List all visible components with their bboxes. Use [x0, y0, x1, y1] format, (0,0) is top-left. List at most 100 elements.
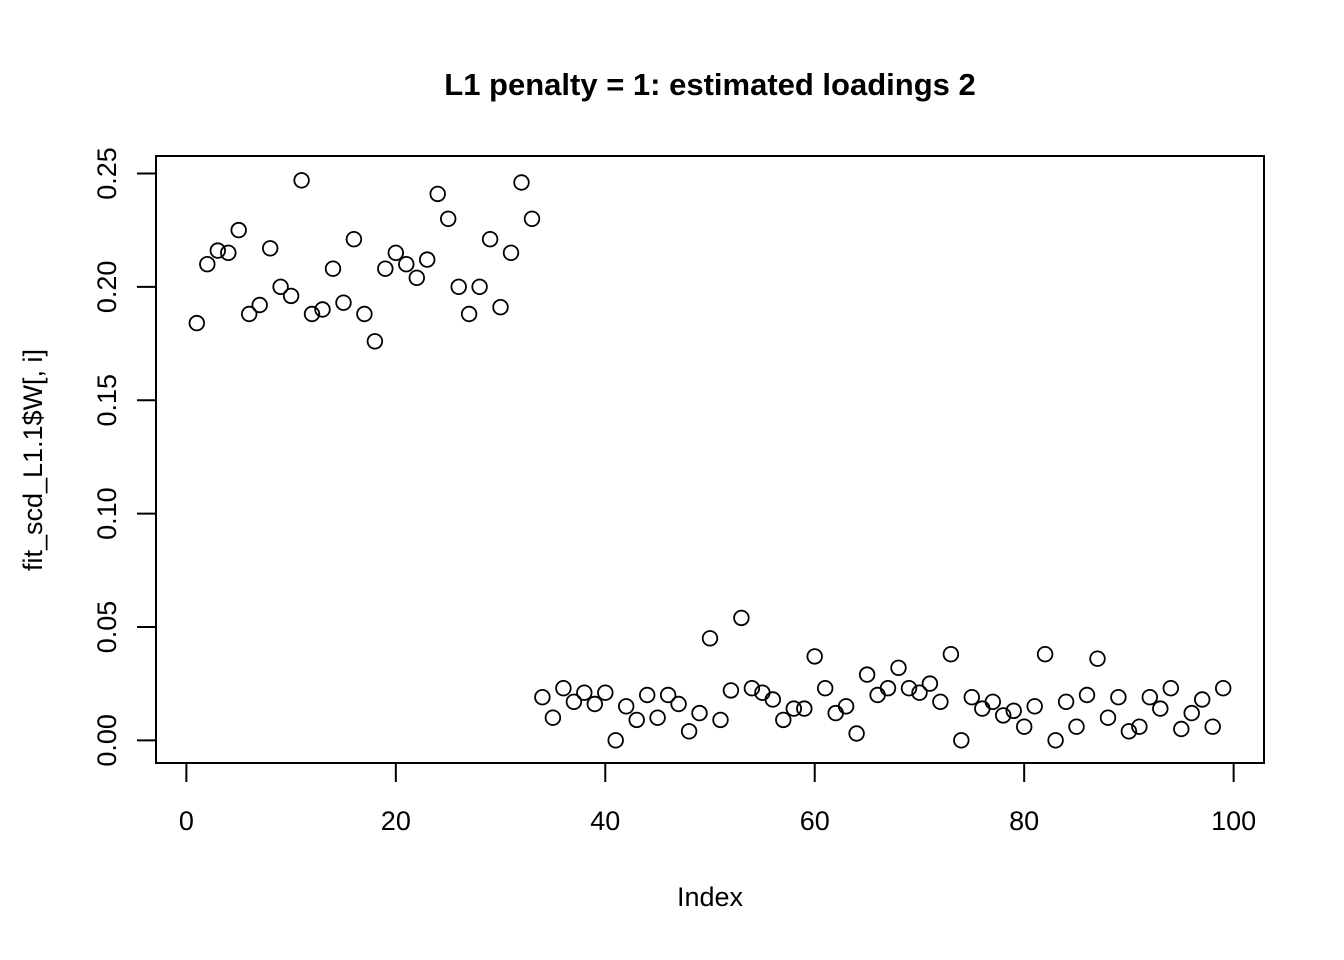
data-point [293, 172, 310, 189]
data-point [775, 711, 792, 729]
data-point [628, 711, 645, 729]
data-point [722, 682, 740, 699]
data-point [1005, 702, 1022, 720]
data-point [953, 732, 970, 749]
data-point [827, 704, 844, 722]
data-point [1036, 646, 1054, 663]
data-point [837, 698, 855, 715]
data-point [1047, 732, 1064, 749]
data-point [995, 707, 1012, 724]
data-point [1173, 720, 1190, 738]
data-point [942, 646, 960, 663]
data-point [408, 269, 426, 287]
data-point [670, 695, 687, 713]
data-point [1099, 709, 1117, 726]
data-point [534, 689, 551, 706]
data-point [220, 244, 237, 262]
data-point [817, 680, 834, 697]
data-point [806, 648, 823, 665]
x-tick-label: 20 [381, 806, 411, 836]
data-point [607, 732, 624, 749]
y-tick-label: 0.00 [92, 714, 122, 767]
data-point [1026, 698, 1043, 715]
data-point [565, 693, 583, 711]
x-tick-label: 60 [800, 806, 830, 836]
data-point [869, 686, 886, 704]
data-point [230, 221, 247, 239]
data-point [712, 711, 729, 729]
data-point [1078, 686, 1096, 704]
data-point [1162, 680, 1180, 697]
data-point [1015, 718, 1033, 735]
data-point [188, 314, 206, 332]
data-point [649, 709, 666, 726]
data-point [555, 680, 572, 697]
data-point [618, 698, 635, 715]
data-point [733, 609, 750, 627]
data-point [858, 666, 876, 683]
y-axis: 0.00 0.05 0.10 0.15 0.20 0.25 [92, 147, 156, 767]
data-point [848, 725, 865, 742]
data-point [639, 686, 656, 704]
data-point [398, 256, 415, 273]
data-point [1068, 718, 1085, 735]
data-point [262, 240, 279, 257]
data-point [680, 723, 698, 740]
data-point [345, 230, 363, 248]
data-point [335, 294, 352, 311]
plot-box [155, 155, 1265, 764]
x-tick-label: 0 [179, 806, 194, 836]
data-point [586, 695, 604, 713]
data-point [1193, 691, 1211, 708]
data-point [1110, 689, 1127, 706]
data-point [764, 691, 782, 708]
data-point [1214, 680, 1232, 697]
data-point [471, 278, 488, 296]
data-point [1131, 718, 1148, 735]
data-point [502, 244, 520, 262]
y-tick-label: 0.25 [92, 147, 122, 200]
data-point [366, 333, 384, 350]
data-point [785, 700, 803, 717]
data-point [911, 684, 928, 701]
x-axis: 0 20 40 60 80 100 [179, 763, 1256, 836]
data-point [921, 675, 939, 692]
data-point [282, 287, 300, 305]
x-tick-label: 40 [590, 806, 620, 836]
data-point [429, 185, 446, 203]
data-point [450, 278, 467, 296]
data-point [1057, 693, 1075, 711]
data-point [691, 704, 708, 722]
data-point [513, 174, 530, 191]
data-point [1120, 723, 1138, 740]
y-tick-label: 0.10 [92, 487, 122, 540]
data-point [523, 210, 541, 228]
chart-title: L1 penalty = 1: estimated loadings 2 [444, 67, 975, 102]
data-point [356, 305, 373, 323]
y-tick-label: 0.05 [92, 601, 122, 654]
data-point [481, 230, 499, 248]
data-point [440, 210, 457, 228]
data-point [701, 630, 719, 647]
data-point [251, 296, 268, 314]
data-point [974, 700, 991, 717]
data-point [963, 689, 981, 706]
data-point [984, 693, 1002, 711]
data-point [419, 251, 436, 268]
data-point [796, 700, 813, 717]
x-tick-label: 100 [1211, 806, 1256, 836]
data-point [932, 693, 949, 711]
x-tick-label: 80 [1009, 806, 1039, 836]
data-point [1183, 704, 1200, 722]
data-point [377, 260, 394, 277]
data-point [199, 256, 216, 273]
y-axis-label: fit_scd_L1.1$W[, i] [18, 349, 48, 571]
data-point [1089, 650, 1106, 667]
data-point [576, 684, 593, 701]
data-point [1141, 689, 1159, 706]
data-point [544, 709, 562, 726]
y-tick-label: 0.15 [92, 374, 122, 427]
data-point [387, 244, 405, 262]
